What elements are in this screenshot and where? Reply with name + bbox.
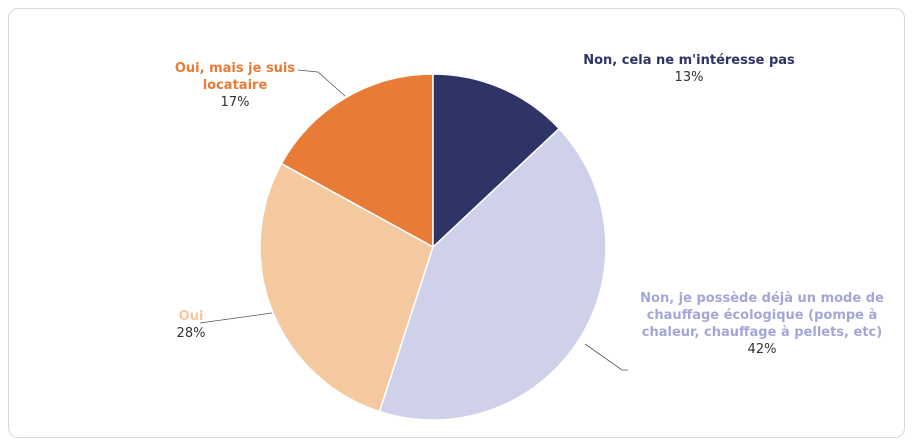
pie-slice xyxy=(280,73,434,249)
pie-slice xyxy=(432,73,561,249)
pie-slice xyxy=(259,162,434,413)
slice-label: Oui 28% xyxy=(151,308,231,342)
slice-label: Non, cela ne m'intéresse pas 13% xyxy=(549,52,829,86)
leader-line xyxy=(297,69,346,97)
value-label: 42% xyxy=(747,342,777,357)
leader-line xyxy=(199,312,273,324)
leader-lines xyxy=(199,69,628,371)
category-label: Non, cela ne m'intéresse pas xyxy=(583,53,795,68)
leader-line xyxy=(584,343,628,371)
category-label: Oui, mais je suis locataire xyxy=(174,61,296,93)
category-label: Non, je possède déjà un mode de chauffag… xyxy=(640,291,884,340)
value-label: 17% xyxy=(220,95,250,110)
value-label: 28% xyxy=(176,326,206,341)
slice-label: Non, je possède déjà un mode de chauffag… xyxy=(632,290,892,358)
category-label: Oui xyxy=(178,309,204,324)
slice-label: Oui, mais je suis locataire 17% xyxy=(160,60,310,111)
pie-slice xyxy=(378,127,607,421)
value-label: 13% xyxy=(674,70,704,85)
card xyxy=(8,8,905,438)
